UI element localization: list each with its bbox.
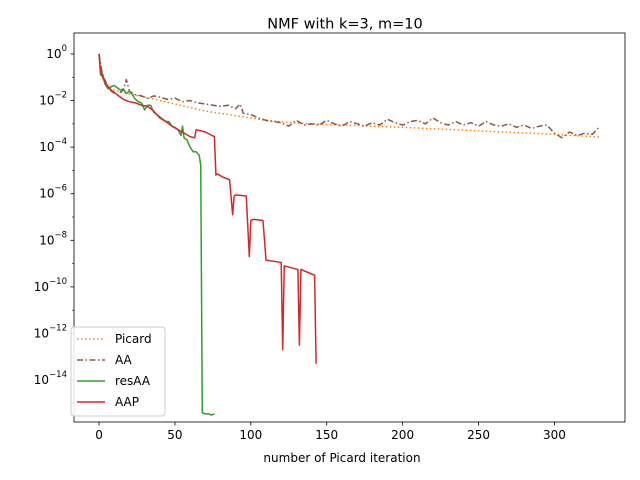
x-axis: 0 50 100 150 200 250 300 bbox=[95, 422, 566, 442]
y-tick-label: 10−14 bbox=[34, 370, 67, 387]
legend-label: AA bbox=[115, 353, 133, 367]
x-tick-label: 250 bbox=[467, 428, 490, 442]
x-tick-label: 200 bbox=[391, 428, 414, 442]
legend-label: Picard bbox=[115, 332, 152, 346]
y-tick-label: 10−2 bbox=[39, 91, 67, 108]
x-tick-label: 300 bbox=[543, 428, 566, 442]
x-axis-label: number of Picard iteration bbox=[263, 451, 420, 465]
legend-box bbox=[70, 326, 166, 417]
series-layer bbox=[98, 53, 601, 416]
x-tick-label: 150 bbox=[315, 428, 338, 442]
x-tick-label: 100 bbox=[239, 428, 262, 442]
y-tick-label: 10−12 bbox=[34, 323, 67, 340]
y-axis: 100 10−2 10−4 10−6 10−8 10−10 10−12 10−14 bbox=[34, 44, 74, 404]
series-line-aap bbox=[98, 53, 317, 364]
y-tick-label: 10−8 bbox=[39, 230, 67, 247]
y-tick-label: 100 bbox=[46, 44, 67, 61]
legend: Picard AA resAA AAP bbox=[70, 326, 166, 417]
x-tick-label: 50 bbox=[167, 428, 182, 442]
series-line-aa bbox=[98, 53, 601, 139]
legend-label: AAP bbox=[115, 395, 139, 409]
x-tick-label: 0 bbox=[95, 428, 103, 442]
y-tick-label: 10−10 bbox=[34, 277, 67, 294]
y-tick-label: 10−4 bbox=[39, 137, 67, 154]
legend-label: resAA bbox=[115, 374, 151, 388]
y-tick-label: 10−6 bbox=[39, 184, 67, 201]
chart-title: NMF with k=3, m=10 bbox=[267, 17, 422, 33]
plot-frame bbox=[73, 32, 626, 423]
